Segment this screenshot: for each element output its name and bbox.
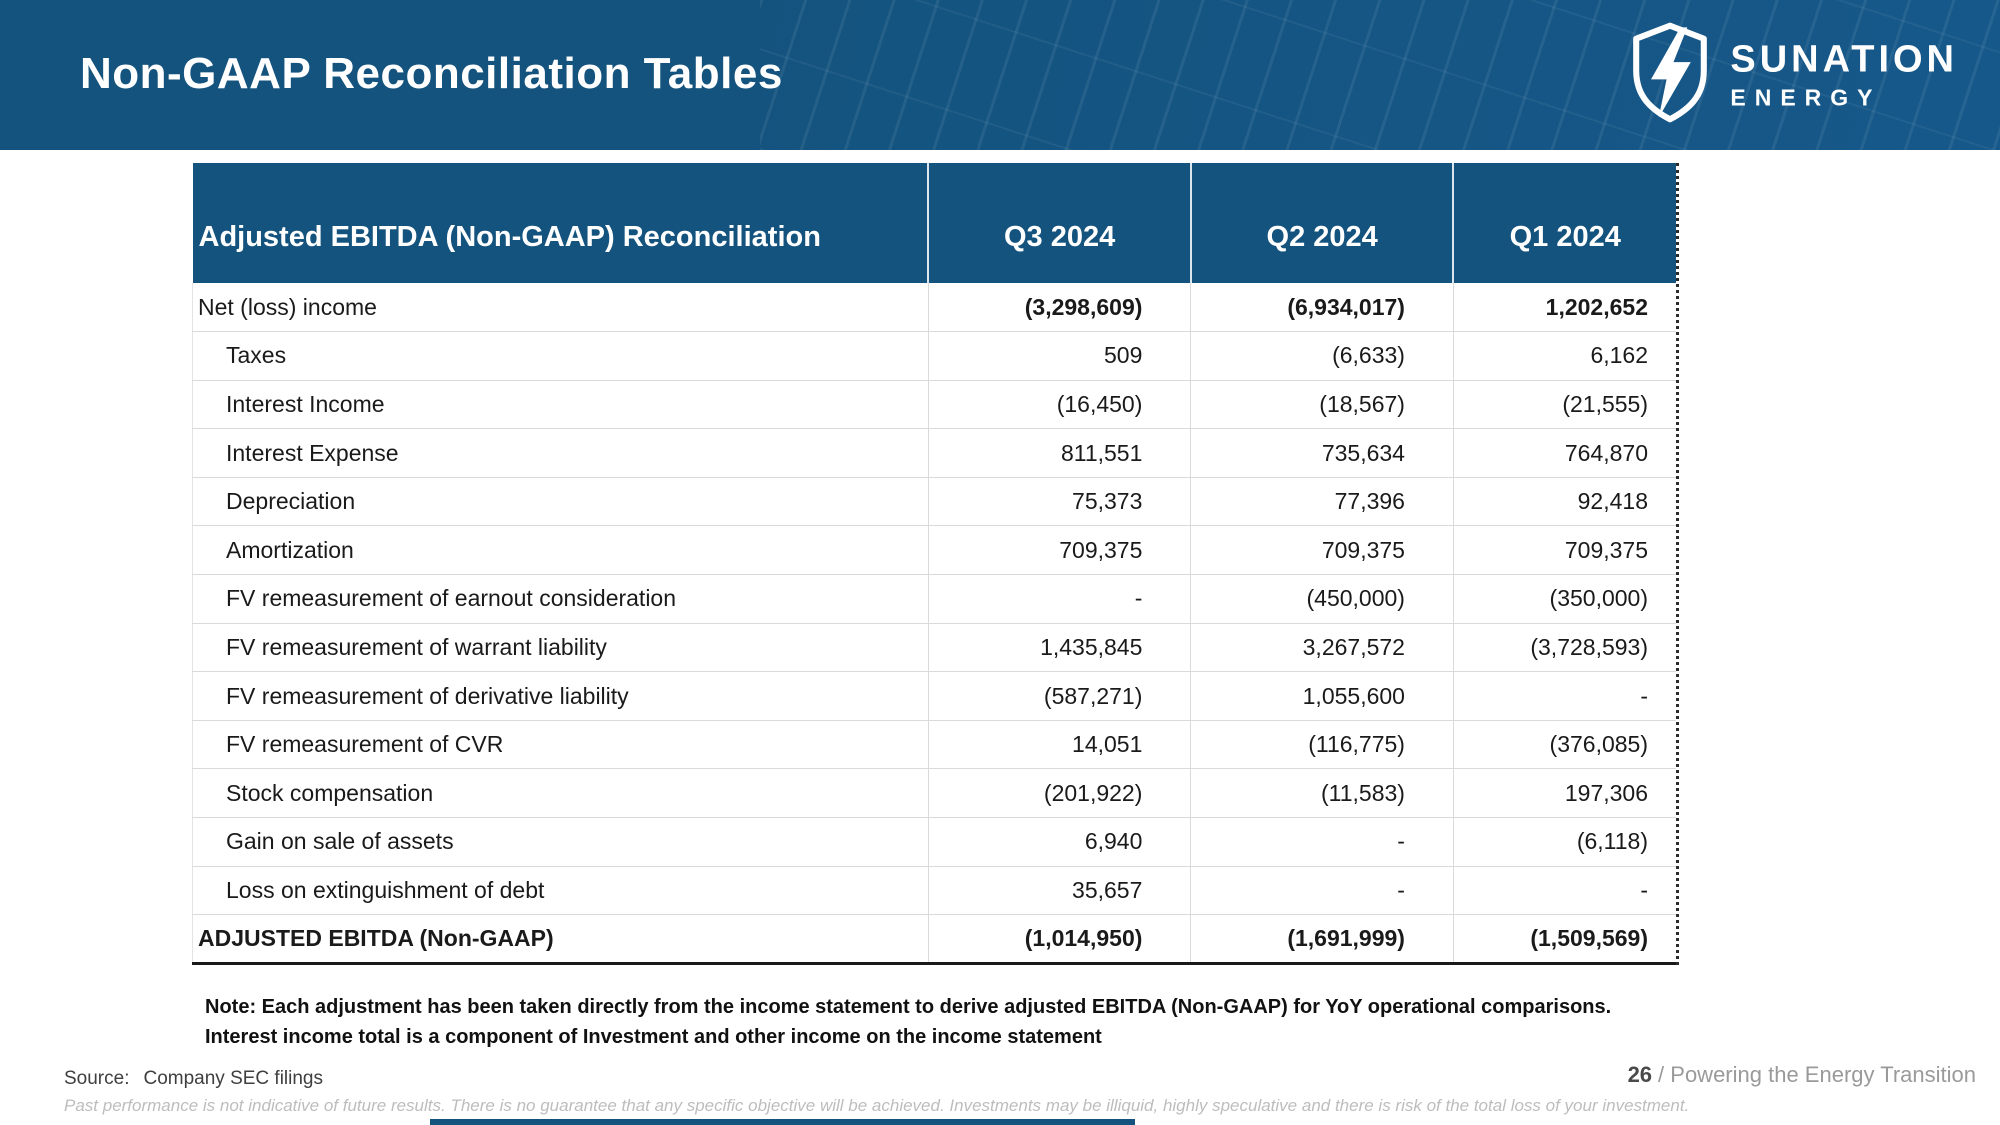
cell-value: - [1190, 866, 1454, 916]
cell-value: 1,435,845 [928, 623, 1192, 673]
table-row: Depreciation 75,373 77,396 92,418 [192, 477, 1676, 527]
row-label: Loss on extinguishment of debt [192, 866, 929, 916]
row-label: Taxes [192, 331, 929, 381]
company-logo: SUNATION ENERGY [1626, 21, 1958, 130]
table-header-row: Adjusted EBITDA (Non-GAAP) Reconciliatio… [192, 163, 1676, 283]
cell-value: 75,373 [928, 477, 1192, 527]
cell-value: 35,657 [928, 866, 1192, 916]
cell-value: (201,922) [928, 768, 1192, 819]
cell-value: 6,162 [1453, 331, 1676, 381]
row-label: Amortization [192, 525, 929, 576]
shield-bolt-logo-icon [1626, 21, 1714, 130]
cell-value: (6,118) [1453, 817, 1676, 867]
row-label: Depreciation [192, 477, 929, 527]
cell-value: (450,000) [1190, 574, 1454, 624]
cell-value: 1,055,600 [1190, 671, 1454, 721]
bottom-accent-bar [430, 1119, 1135, 1125]
row-label: ADJUSTED EBITDA (Non-GAAP) [192, 914, 929, 965]
cell-value: (1,691,999) [1190, 914, 1454, 965]
cell-value: - [1453, 866, 1676, 916]
cell-value: (6,633) [1190, 331, 1454, 381]
row-label: Stock compensation [192, 768, 929, 819]
row-label: Net (loss) income [192, 283, 929, 333]
reconciliation-table-wrap: Adjusted EBITDA (Non-GAAP) Reconciliatio… [192, 163, 1679, 965]
cell-value: 509 [928, 331, 1192, 381]
page-tagline: / Powering the Energy Transition [1658, 1062, 1976, 1087]
table-row: FV remeasurement of derivative liability… [192, 671, 1676, 721]
footnote-line-1: Note: Each adjustment has been taken dir… [205, 996, 1612, 1018]
cell-value: 14,051 [928, 720, 1192, 770]
page-number: 26 [1627, 1062, 1653, 1087]
row-label: FV remeasurement of warrant liability [192, 623, 929, 673]
cell-value: 811,551 [928, 428, 1192, 478]
title-banner: Non-GAAP Reconciliation Tables SUNATION … [0, 0, 2000, 150]
disclaimer-text: Past performance is not indicative of fu… [64, 1096, 1690, 1115]
cell-value: 3,267,572 [1190, 623, 1454, 673]
column-header-q1-2024: Q1 2024 [1453, 163, 1676, 283]
cell-value: - [1453, 671, 1676, 721]
cell-value: (116,775) [1190, 720, 1454, 770]
cell-value: (587,271) [928, 671, 1192, 721]
cell-value: (3,298,609) [928, 283, 1192, 333]
cell-value: (350,000) [1453, 574, 1676, 624]
table-row: FV remeasurement of earnout consideratio… [192, 574, 1676, 624]
footnote-line-2: Interest income total is a component of … [205, 1026, 1102, 1048]
table-row-total: ADJUSTED EBITDA (Non-GAAP) (1,014,950) (1,… [192, 914, 1676, 965]
cell-value: (6,934,017) [1190, 283, 1454, 333]
cell-value: (16,450) [928, 380, 1192, 430]
cell-value: 197,306 [1453, 768, 1676, 819]
table-row: FV remeasurement of warrant liability 1,4… [192, 623, 1676, 673]
cell-value: (1,509,569) [1453, 914, 1676, 965]
logo-subtitle: ENERGY [1730, 84, 1882, 111]
source-label: Source: [64, 1068, 130, 1089]
row-label: Interest Income [192, 380, 929, 430]
cell-value: 735,634 [1190, 428, 1454, 478]
cell-value: (376,085) [1453, 720, 1676, 770]
source-line: Source: Company SEC filings [64, 1068, 323, 1090]
cell-value: 709,375 [1453, 525, 1676, 576]
cell-value: (11,583) [1190, 768, 1454, 819]
reconciliation-table: Adjusted EBITDA (Non-GAAP) Reconciliatio… [192, 163, 1676, 965]
column-header-q2-2024: Q2 2024 [1190, 163, 1455, 283]
table-row: Net (loss) income (3,298,609) (6,934,017) 1… [192, 283, 1676, 333]
table-row: Interest Income (16,450) (18,567) (21,555) [192, 380, 1676, 430]
source-value: Company SEC filings [143, 1068, 324, 1089]
logo-name: SUNATION [1730, 38, 1958, 81]
solar-panel-pattern [760, 0, 2000, 150]
table-body: Net (loss) income (3,298,609) (6,934,017) 1… [192, 283, 1676, 965]
table-row: Stock compensation (201,922) (11,583) 197,3… [192, 768, 1676, 819]
cell-value: 1,202,652 [1453, 283, 1676, 333]
column-header-q3-2024: Q3 2024 [928, 163, 1192, 283]
cell-value: (1,014,950) [928, 914, 1192, 965]
table-row: Amortization 709,375 709,375 709,375 [192, 525, 1676, 576]
footnote: Note: Each adjustment has been taken dir… [205, 992, 1725, 1052]
table-row: Loss on extinguishment of debt 35,657- - [192, 866, 1676, 916]
row-label: FV remeasurement of derivative liability [192, 671, 929, 721]
cell-value: 77,396 [1190, 477, 1454, 527]
page-reference: 26/ Powering the Energy Transition [1628, 1062, 1976, 1088]
row-label: FV remeasurement of CVR [192, 720, 929, 770]
row-label: FV remeasurement of earnout consideratio… [192, 574, 929, 624]
column-header-title: Adjusted EBITDA (Non-GAAP) Reconciliatio… [192, 163, 930, 283]
logo-wordmark: SUNATION ENERGY [1730, 41, 1958, 110]
cell-value: 764,870 [1453, 428, 1676, 478]
table-row: Taxes 509 (6,633) 6,162 [192, 331, 1676, 381]
cell-value: (3,728,593) [1453, 623, 1676, 673]
cell-value: 709,375 [928, 525, 1192, 576]
row-label: Gain on sale of assets [192, 817, 929, 867]
table-row: Gain on sale of assets 6,940- (6,118) [192, 817, 1676, 867]
cell-value: (18,567) [1190, 380, 1454, 430]
cell-value: 709,375 [1190, 525, 1454, 576]
cell-value: - [928, 574, 1192, 624]
row-label: Interest Expense [192, 428, 929, 478]
cell-value: (21,555) [1453, 380, 1676, 430]
cell-value: 6,940 [928, 817, 1192, 867]
table-row: FV remeasurement of CVR 14,051 (116,775) (3… [192, 720, 1676, 770]
cell-value: - [1190, 817, 1454, 867]
cell-value: 92,418 [1453, 477, 1676, 527]
table-row: Interest Expense 811,551 735,634 764,870 [192, 428, 1676, 478]
page-title: Non-GAAP Reconciliation Tables [80, 49, 783, 98]
